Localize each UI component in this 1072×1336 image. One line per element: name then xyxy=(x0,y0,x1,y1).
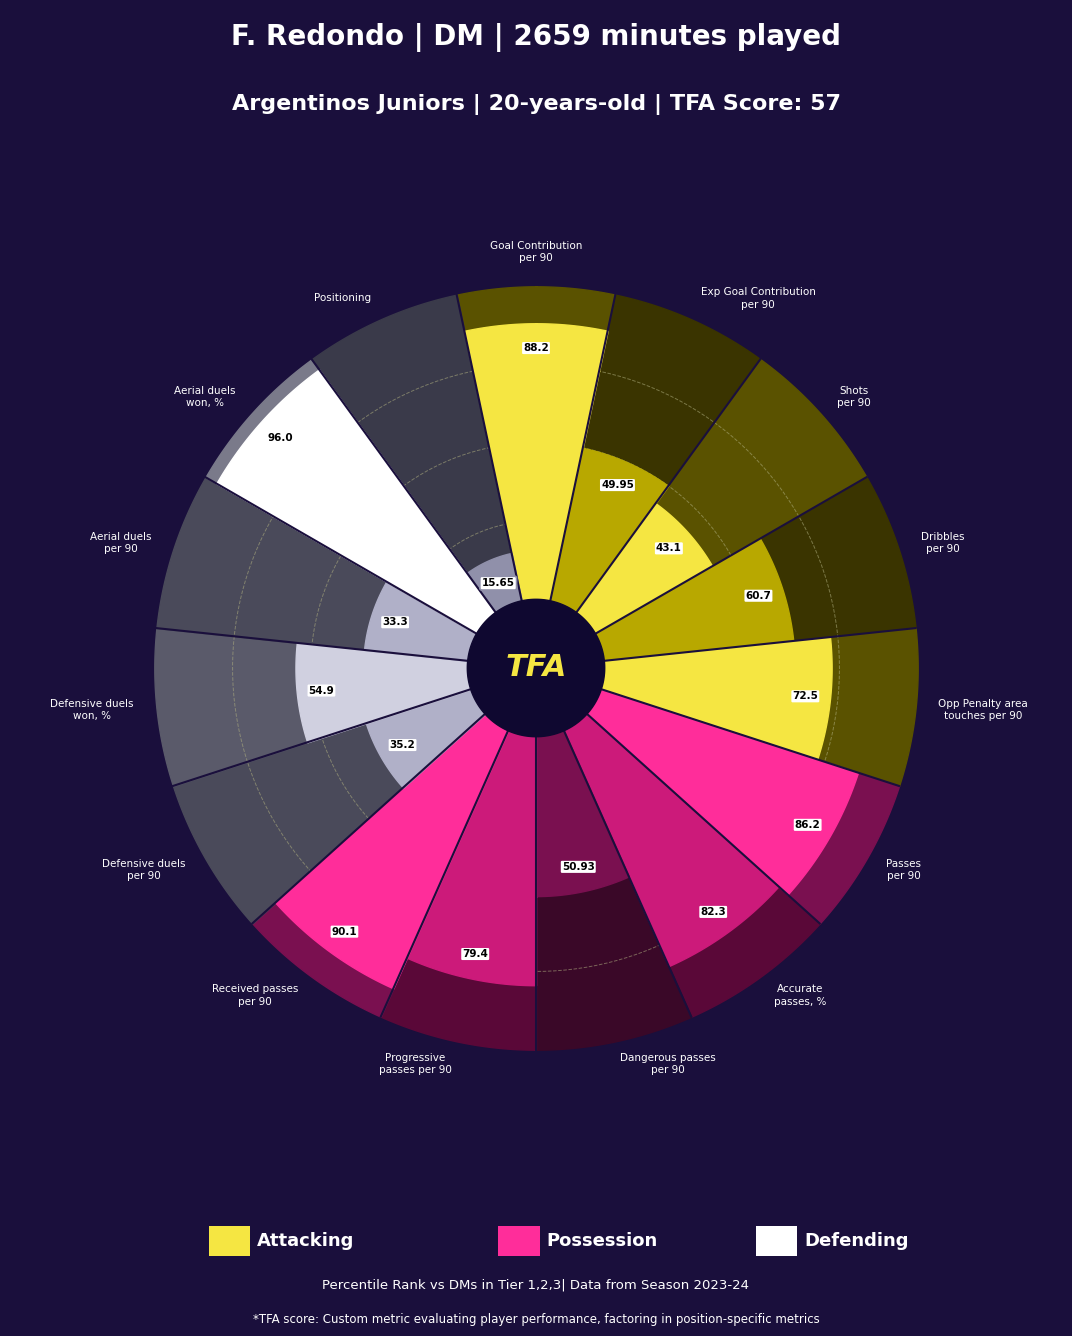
Text: Aerial duels
won, %: Aerial duels won, % xyxy=(174,386,236,409)
Text: Defending: Defending xyxy=(804,1232,908,1250)
Text: 60.7: 60.7 xyxy=(745,591,772,601)
FancyBboxPatch shape xyxy=(209,1226,251,1256)
Text: Exp Goal Contribution
per 90: Exp Goal Contribution per 90 xyxy=(701,287,816,310)
Text: Aerial duels
per 90: Aerial duels per 90 xyxy=(90,532,151,554)
Text: Percentile Rank vs DMs in Tier 1,2,3| Data from Season 2023-24: Percentile Rank vs DMs in Tier 1,2,3| Da… xyxy=(323,1279,749,1292)
Text: 88.2: 88.2 xyxy=(523,343,549,353)
FancyBboxPatch shape xyxy=(498,1226,539,1256)
Text: 72.5: 72.5 xyxy=(792,691,818,701)
Text: 90.1: 90.1 xyxy=(331,927,357,937)
Text: Goal Contribution
per 90: Goal Contribution per 90 xyxy=(490,240,582,263)
Text: 96.0: 96.0 xyxy=(267,433,293,442)
Text: Dangerous passes
per 90: Dangerous passes per 90 xyxy=(620,1053,716,1075)
Text: Attacking: Attacking xyxy=(257,1232,355,1250)
Text: 43.1: 43.1 xyxy=(656,544,682,553)
Text: 86.2: 86.2 xyxy=(794,820,820,830)
Text: 49.95: 49.95 xyxy=(601,480,634,490)
Text: Passes
per 90: Passes per 90 xyxy=(887,859,922,882)
Text: 82.3: 82.3 xyxy=(700,907,726,916)
Text: 15.65: 15.65 xyxy=(481,578,515,588)
Text: Argentinos Juniors | 20-years-old | TFA Score: 57: Argentinos Juniors | 20-years-old | TFA … xyxy=(232,94,840,115)
Text: 50.93: 50.93 xyxy=(562,862,595,872)
Text: 33.3: 33.3 xyxy=(383,617,408,627)
Text: Accurate
passes, %: Accurate passes, % xyxy=(774,985,827,1006)
Text: Defensive duels
per 90: Defensive duels per 90 xyxy=(102,859,185,882)
FancyBboxPatch shape xyxy=(756,1226,796,1256)
Text: 79.4: 79.4 xyxy=(462,949,488,959)
Text: Possession: Possession xyxy=(547,1232,658,1250)
Text: Progressive
passes per 90: Progressive passes per 90 xyxy=(379,1053,452,1075)
Text: Received passes
per 90: Received passes per 90 xyxy=(212,985,298,1006)
Text: 35.2: 35.2 xyxy=(390,740,416,749)
Text: 54.9: 54.9 xyxy=(309,685,334,696)
Text: Positioning: Positioning xyxy=(314,294,371,303)
Text: Dribbles
per 90: Dribbles per 90 xyxy=(921,532,965,554)
Text: Shots
per 90: Shots per 90 xyxy=(836,386,870,409)
Polygon shape xyxy=(467,600,605,736)
Text: Defensive duels
won, %: Defensive duels won, % xyxy=(50,699,134,721)
Text: Opp Penalty area
touches per 90: Opp Penalty area touches per 90 xyxy=(938,699,1028,721)
Text: TFA: TFA xyxy=(505,653,567,683)
Text: F. Redondo | DM | 2659 minutes played: F. Redondo | DM | 2659 minutes played xyxy=(230,23,842,52)
Text: *TFA score: Custom metric evaluating player performance, factoring in position-s: *TFA score: Custom metric evaluating pla… xyxy=(253,1313,819,1327)
